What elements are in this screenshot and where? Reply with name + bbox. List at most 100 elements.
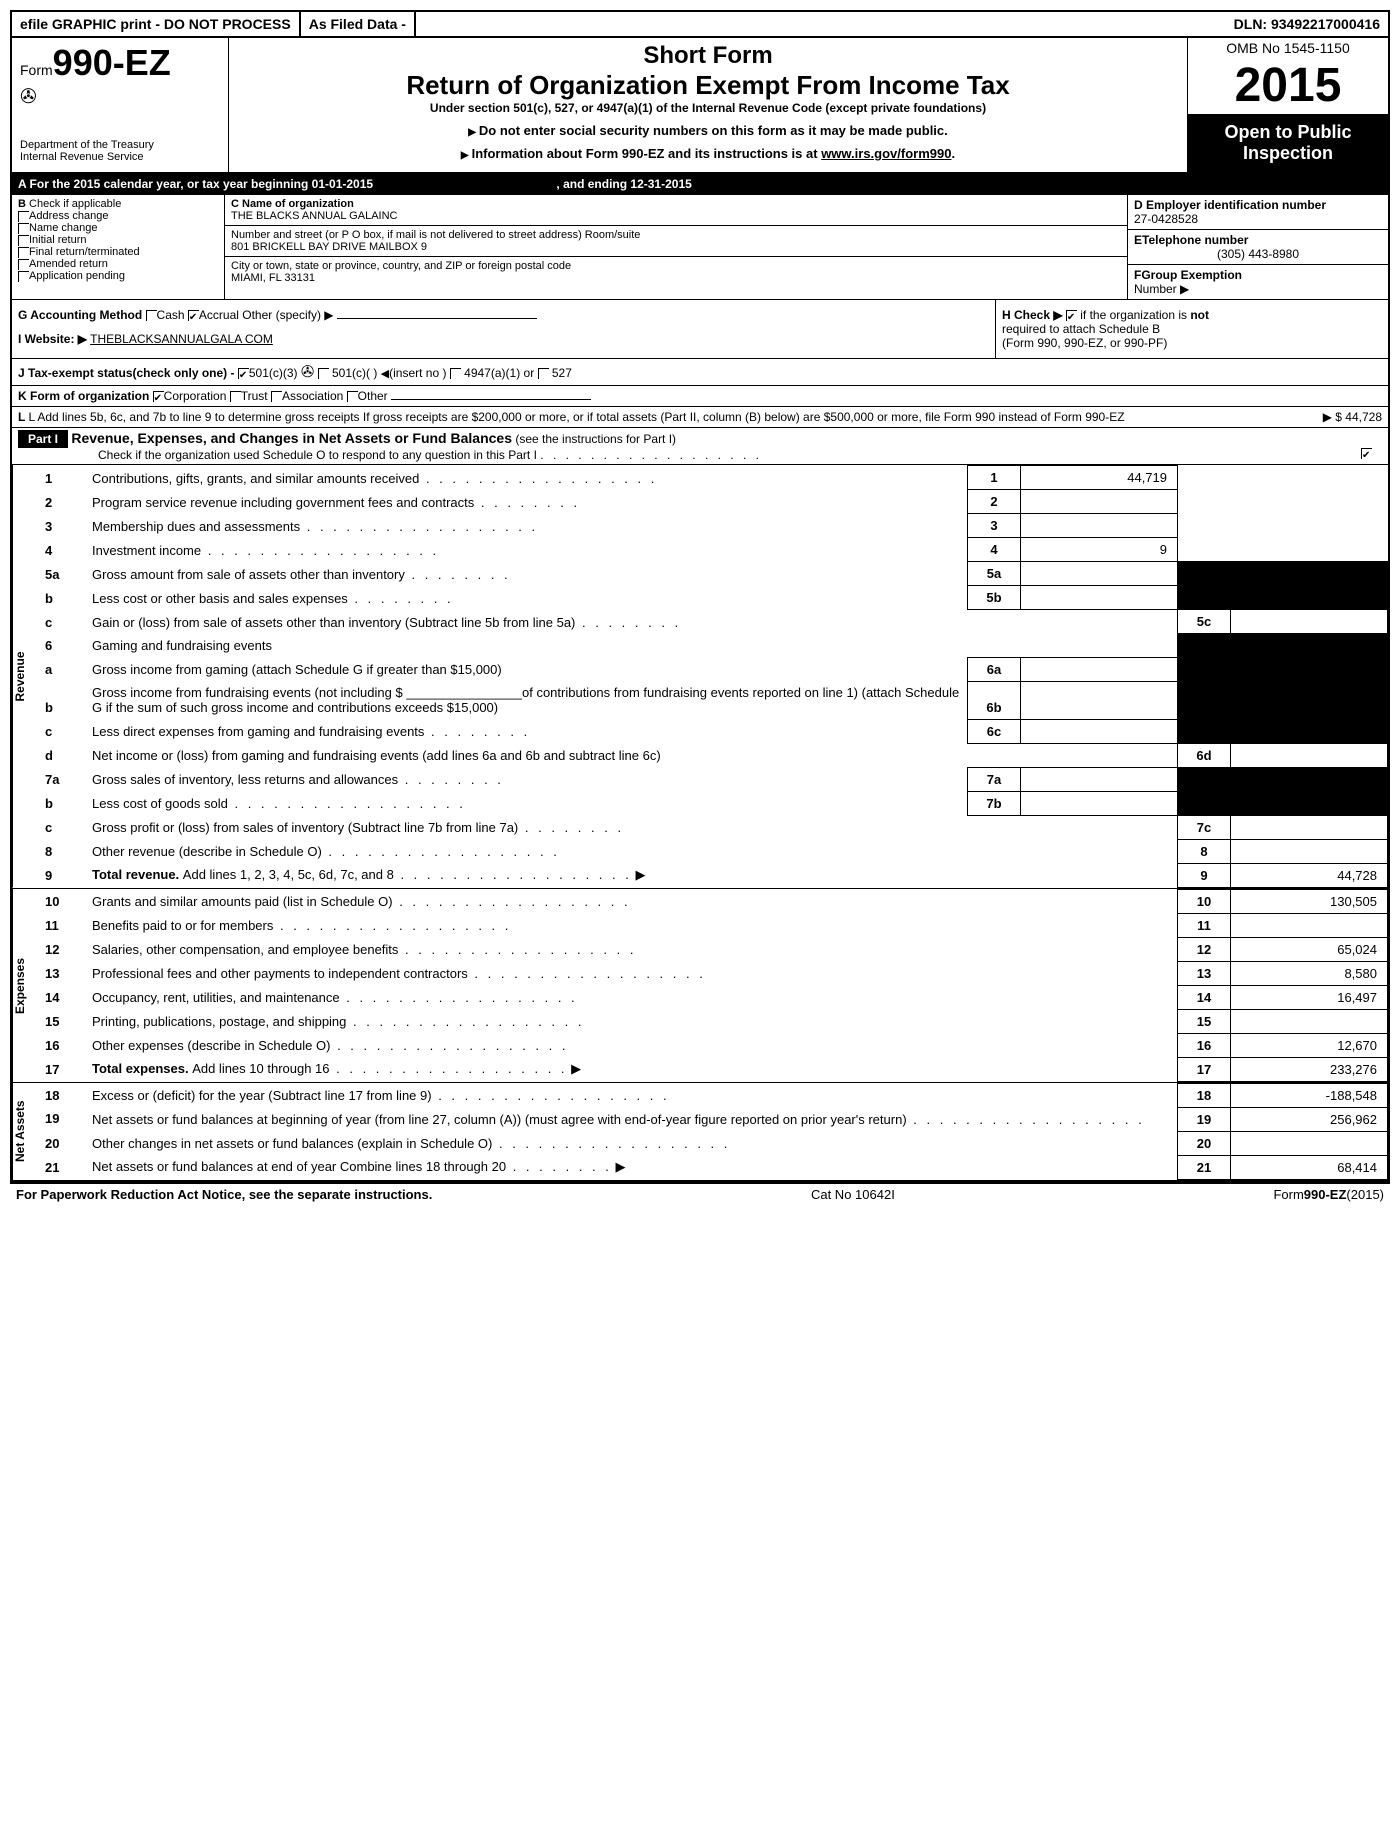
checkbox-schedule-b[interactable] bbox=[1066, 310, 1077, 321]
checkbox-schedule-o[interactable] bbox=[1361, 448, 1372, 459]
line-6d: dNet income or (loss) from gaming and fu… bbox=[35, 743, 1388, 767]
checkbox-initial[interactable] bbox=[18, 235, 29, 246]
checkbox-other-org[interactable] bbox=[347, 391, 358, 402]
f-number: Number ▶ bbox=[1134, 282, 1189, 296]
ein: 27-0428528 bbox=[1134, 212, 1382, 226]
line-8: 8Other revenue (describe in Schedule O)8 bbox=[35, 839, 1388, 863]
section-c: C Name of organization THE BLACKS ANNUAL… bbox=[225, 195, 1127, 299]
gross-receipts: $ 44,728 bbox=[1335, 410, 1382, 424]
line-14: 14Occupancy, rent, utilities, and mainte… bbox=[35, 985, 1388, 1009]
line-13: 13Professional fees and other payments t… bbox=[35, 961, 1388, 985]
dept-irs: Internal Revenue Service bbox=[20, 151, 220, 163]
city: MIAMI, FL 33131 bbox=[231, 272, 1121, 284]
subtitle: Under section 501(c), 527, or 4947(a)(1)… bbox=[237, 101, 1179, 115]
net-assets-label: Net Assets bbox=[12, 1083, 35, 1180]
checkbox-4947[interactable] bbox=[450, 368, 461, 379]
line-6: 6Gaming and fundraising events bbox=[35, 634, 1388, 658]
part-i-header: Part I Revenue, Expenses, and Changes in… bbox=[12, 428, 1388, 465]
line-l: L L Add lines 5b, 6c, and 7b to line 9 t… bbox=[12, 407, 1388, 428]
d-label: D Employer identification number bbox=[1134, 198, 1382, 212]
line-18: 18Excess or (deficit) for the year (Subt… bbox=[35, 1083, 1388, 1107]
line-19: 19Net assets or fund balances at beginni… bbox=[35, 1107, 1388, 1131]
checkbox-527[interactable] bbox=[538, 368, 549, 379]
info-block: B Check if applicable Address change Nam… bbox=[12, 195, 1388, 300]
checkbox-pending[interactable] bbox=[18, 271, 29, 282]
right-info-col: D Employer identification number 27-0428… bbox=[1127, 195, 1388, 299]
phone: (305) 443-8980 bbox=[1134, 247, 1382, 261]
form-container: efile GRAPHIC print - DO NOT PROCESS As … bbox=[10, 10, 1390, 1184]
line-9: 9Total revenue. Add lines 1, 2, 3, 4, 5c… bbox=[35, 863, 1388, 887]
topbar: efile GRAPHIC print - DO NOT PROCESS As … bbox=[12, 12, 1388, 38]
note-info-pre: Information about Form 990-EZ and its in… bbox=[461, 146, 821, 161]
line-3: 3Membership dues and assessments3 bbox=[35, 514, 1388, 538]
line-5c: cGain or (loss) from sale of assets othe… bbox=[35, 610, 1388, 634]
f-label: FGroup Exemption bbox=[1134, 268, 1242, 282]
line-2: 2Program service revenue including gover… bbox=[35, 490, 1388, 514]
c-label: C Name of organization bbox=[231, 198, 1121, 210]
form-number: 990-EZ bbox=[53, 42, 171, 83]
as-filed: As Filed Data - bbox=[301, 12, 416, 36]
expenses-label: Expenses bbox=[12, 889, 35, 1082]
note-ssn: Do not enter social security numbers on … bbox=[237, 123, 1179, 138]
line-7c: cGross profit or (loss) from sales of in… bbox=[35, 815, 1388, 839]
line-6b: bGross income from fundraising events (n… bbox=[35, 681, 1388, 719]
net-assets-section: Net Assets 18Excess or (deficit) for the… bbox=[12, 1083, 1388, 1182]
line-1: 1Contributions, gifts, grants, and simil… bbox=[35, 466, 1388, 490]
form-id: Form990-EZ(2015) bbox=[1273, 1187, 1384, 1202]
line-5a: 5aGross amount from sale of assets other… bbox=[35, 562, 1388, 586]
checkbox-trust[interactable] bbox=[230, 391, 241, 402]
dept-treasury: Department of the Treasury bbox=[20, 139, 220, 151]
form-prefix: Form bbox=[20, 62, 53, 78]
efile-notice: efile GRAPHIC print - DO NOT PROCESS bbox=[12, 12, 301, 36]
line-5b: bLess cost or other basis and sales expe… bbox=[35, 586, 1388, 610]
section-b: B Check if applicable Address change Nam… bbox=[12, 195, 225, 299]
line-16: 16Other expenses (describe in Schedule O… bbox=[35, 1033, 1388, 1057]
checkbox-501c[interactable] bbox=[318, 368, 329, 379]
line-20: 20Other changes in net assets or fund ba… bbox=[35, 1131, 1388, 1155]
line-17: 17Total expenses. Add lines 10 through 1… bbox=[35, 1057, 1388, 1081]
line-21: 21Net assets or fund balances at end of … bbox=[35, 1155, 1388, 1179]
dln: DLN: 93492217000416 bbox=[1226, 12, 1388, 36]
checkbox-final[interactable] bbox=[18, 247, 29, 258]
line-k: K Form of organization Corporation Trust… bbox=[12, 386, 1388, 407]
revenue-label: Revenue bbox=[12, 465, 35, 888]
street-label: Number and street (or P O box, if mail i… bbox=[231, 229, 1121, 241]
revenue-section: Revenue 1Contributions, gifts, grants, a… bbox=[12, 465, 1388, 889]
line-7b: bLess cost of goods sold7b bbox=[35, 791, 1388, 815]
line-6a: aGross income from gaming (attach Schedu… bbox=[35, 657, 1388, 681]
checkbox-501c3[interactable] bbox=[238, 368, 249, 379]
checkbox-name[interactable] bbox=[18, 223, 29, 234]
checkbox-assoc[interactable] bbox=[271, 391, 282, 402]
line-12: 12Salaries, other compensation, and empl… bbox=[35, 937, 1388, 961]
line-10: 10Grants and similar amounts paid (list … bbox=[35, 889, 1388, 913]
paperwork-notice: For Paperwork Reduction Act Notice, see … bbox=[16, 1187, 432, 1202]
checkbox-accrual[interactable] bbox=[188, 310, 199, 321]
header-center: Short Form Return of Organization Exempt… bbox=[229, 38, 1187, 172]
checkbox-amended[interactable] bbox=[18, 259, 29, 270]
line-7a: 7aGross sales of inventory, less returns… bbox=[35, 767, 1388, 791]
org-name: THE BLACKS ANNUAL GALAINC bbox=[231, 210, 1121, 222]
g-h-row: G Accounting Method Cash Accrual Other (… bbox=[12, 300, 1388, 359]
line-11: 11Benefits paid to or for members11 bbox=[35, 913, 1388, 937]
e-label: ETelephone number bbox=[1134, 233, 1382, 247]
omb-number: OMB No 1545-1150 bbox=[1188, 38, 1388, 58]
title-return: Return of Organization Exempt From Incom… bbox=[237, 70, 1179, 101]
line-a: A For the 2015 calendar year, or tax yea… bbox=[12, 174, 1388, 195]
checkbox-address[interactable] bbox=[18, 211, 29, 222]
open-public: Open to Public Inspection bbox=[1188, 114, 1388, 172]
form-header: Form990-EZ ✇ Department of the Treasury … bbox=[12, 38, 1388, 174]
tax-year: 2015 bbox=[1188, 58, 1388, 114]
line-4: 4Investment income49 bbox=[35, 538, 1388, 562]
street: 801 BRICKELL BAY DRIVE MAILBOX 9 bbox=[231, 241, 1121, 253]
city-label: City or town, state or province, country… bbox=[231, 260, 1121, 272]
checkbox-cash[interactable] bbox=[146, 310, 157, 321]
cat-no: Cat No 10642I bbox=[811, 1187, 895, 1202]
website[interactable]: THEBLACKSANNUALGALA COM bbox=[90, 332, 273, 346]
title-short-form: Short Form bbox=[237, 42, 1179, 70]
header-right: OMB No 1545-1150 2015 Open to Public Ins… bbox=[1187, 38, 1388, 172]
checkbox-corp[interactable] bbox=[153, 391, 164, 402]
header-left: Form990-EZ ✇ Department of the Treasury … bbox=[12, 38, 229, 172]
line-6c: cLess direct expenses from gaming and fu… bbox=[35, 719, 1388, 743]
irs-link[interactable]: www.irs.gov/form990 bbox=[821, 146, 951, 161]
line-j: J Tax-exempt status(check only one) - 50… bbox=[12, 359, 1388, 386]
